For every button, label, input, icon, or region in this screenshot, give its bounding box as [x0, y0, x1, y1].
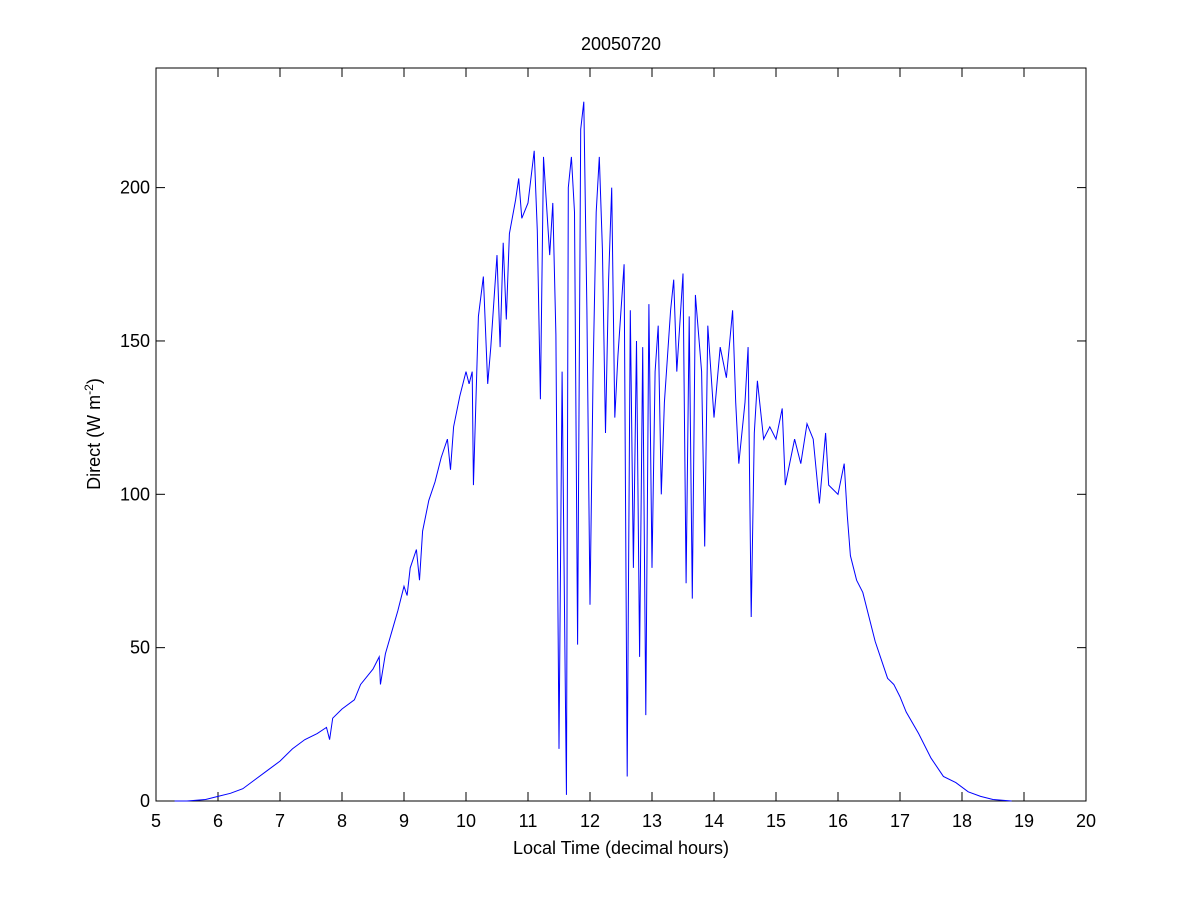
x-axis-label: Local Time (decimal hours): [513, 838, 729, 858]
y-tick-label: 200: [120, 178, 150, 198]
y-tick-label: 150: [120, 331, 150, 351]
x-tick-label: 20: [1076, 811, 1096, 831]
x-tick-label: 17: [890, 811, 910, 831]
chart-title: 20050720: [581, 34, 661, 54]
y-axis-label: Direct (W m-2): [82, 378, 104, 490]
x-tick-label: 11: [519, 811, 538, 831]
x-tick-label: 7: [275, 811, 285, 831]
y-label-suffix: ): [84, 378, 104, 384]
x-tick-label: 12: [580, 811, 600, 831]
x-tick-label: 18: [952, 811, 972, 831]
y-label-superscript: -2: [82, 384, 96, 395]
x-tick-label: 15: [766, 811, 786, 831]
x-tick-label: 6: [213, 811, 223, 831]
x-tick-label: 5: [151, 811, 161, 831]
data-line: [174, 101, 1012, 802]
x-tick-label: 9: [399, 811, 409, 831]
plot-frame: [155, 67, 1087, 802]
y-tick-label: 100: [120, 484, 150, 504]
y-label-text: Direct (W m: [84, 395, 104, 490]
y-tick-label: 0: [140, 791, 150, 811]
x-tick-label: 19: [1014, 811, 1034, 831]
x-tick-label: 13: [642, 811, 662, 831]
x-tick-label: 16: [828, 811, 848, 831]
x-tick-label: 8: [337, 811, 347, 831]
x-tick-label: 10: [456, 811, 476, 831]
x-tick-label: 14: [704, 811, 724, 831]
y-tick-label: 50: [130, 638, 150, 658]
